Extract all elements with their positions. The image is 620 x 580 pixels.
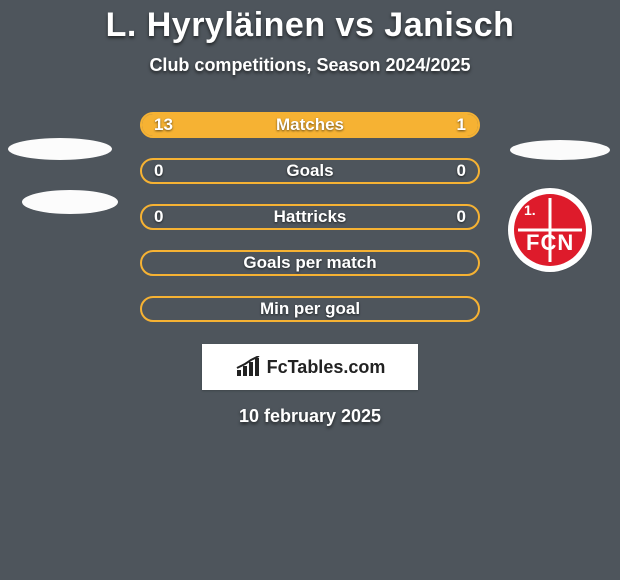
stat-value-right: 0 <box>457 207 466 227</box>
fcn-badge-outer: 1. FCN <box>508 188 592 272</box>
stat-bar: Goals per match <box>140 250 480 276</box>
stat-label: Goals per match <box>243 253 376 273</box>
comparison-area: 1. FCN 13 1 Matches 0 0 Goals 0 0 Hattricks Goals… <box>0 112 620 322</box>
page-subtitle: Club competitions, Season 2024/2025 <box>149 55 470 76</box>
fctables-logo-box: FcTables.com <box>202 344 418 390</box>
stat-bar: 13 1 Matches <box>140 112 480 138</box>
content: L. Hyryläinen vs Janisch Club competitio… <box>0 0 620 580</box>
fctables-wordmark: FcTables.com <box>267 357 386 378</box>
fcn-text-2: FCN <box>526 230 574 256</box>
stat-label: Hattricks <box>274 207 347 227</box>
fcn-badge-inner: 1. FCN <box>514 194 586 266</box>
stat-label: Goals <box>286 161 333 181</box>
stat-value-left: 13 <box>154 115 173 135</box>
stat-bars: 13 1 Matches 0 0 Goals 0 0 Hattricks Goals per ma… <box>140 112 480 322</box>
stat-bar-fill-right <box>411 114 478 136</box>
fcn-text-1: 1. <box>524 202 536 218</box>
stat-label: Matches <box>276 115 344 135</box>
stat-value-right: 1 <box>457 115 466 135</box>
stat-bar: Min per goal <box>140 296 480 322</box>
date-label: 10 february 2025 <box>239 406 381 427</box>
stat-value-left: 0 <box>154 161 163 181</box>
left-badge-ellipse <box>22 190 118 214</box>
stat-value-right: 0 <box>457 161 466 181</box>
stat-label: Min per goal <box>260 299 360 319</box>
bars-icon <box>235 356 261 378</box>
page-title: L. Hyryläinen vs Janisch <box>106 6 515 45</box>
right-badge-ellipse <box>510 140 610 160</box>
stat-bar: 0 0 Goals <box>140 158 480 184</box>
left-badge-ellipse <box>8 138 112 160</box>
club-badge-fcn: 1. FCN <box>500 188 600 272</box>
stat-bar: 0 0 Hattricks <box>140 204 480 230</box>
stat-value-left: 0 <box>154 207 163 227</box>
